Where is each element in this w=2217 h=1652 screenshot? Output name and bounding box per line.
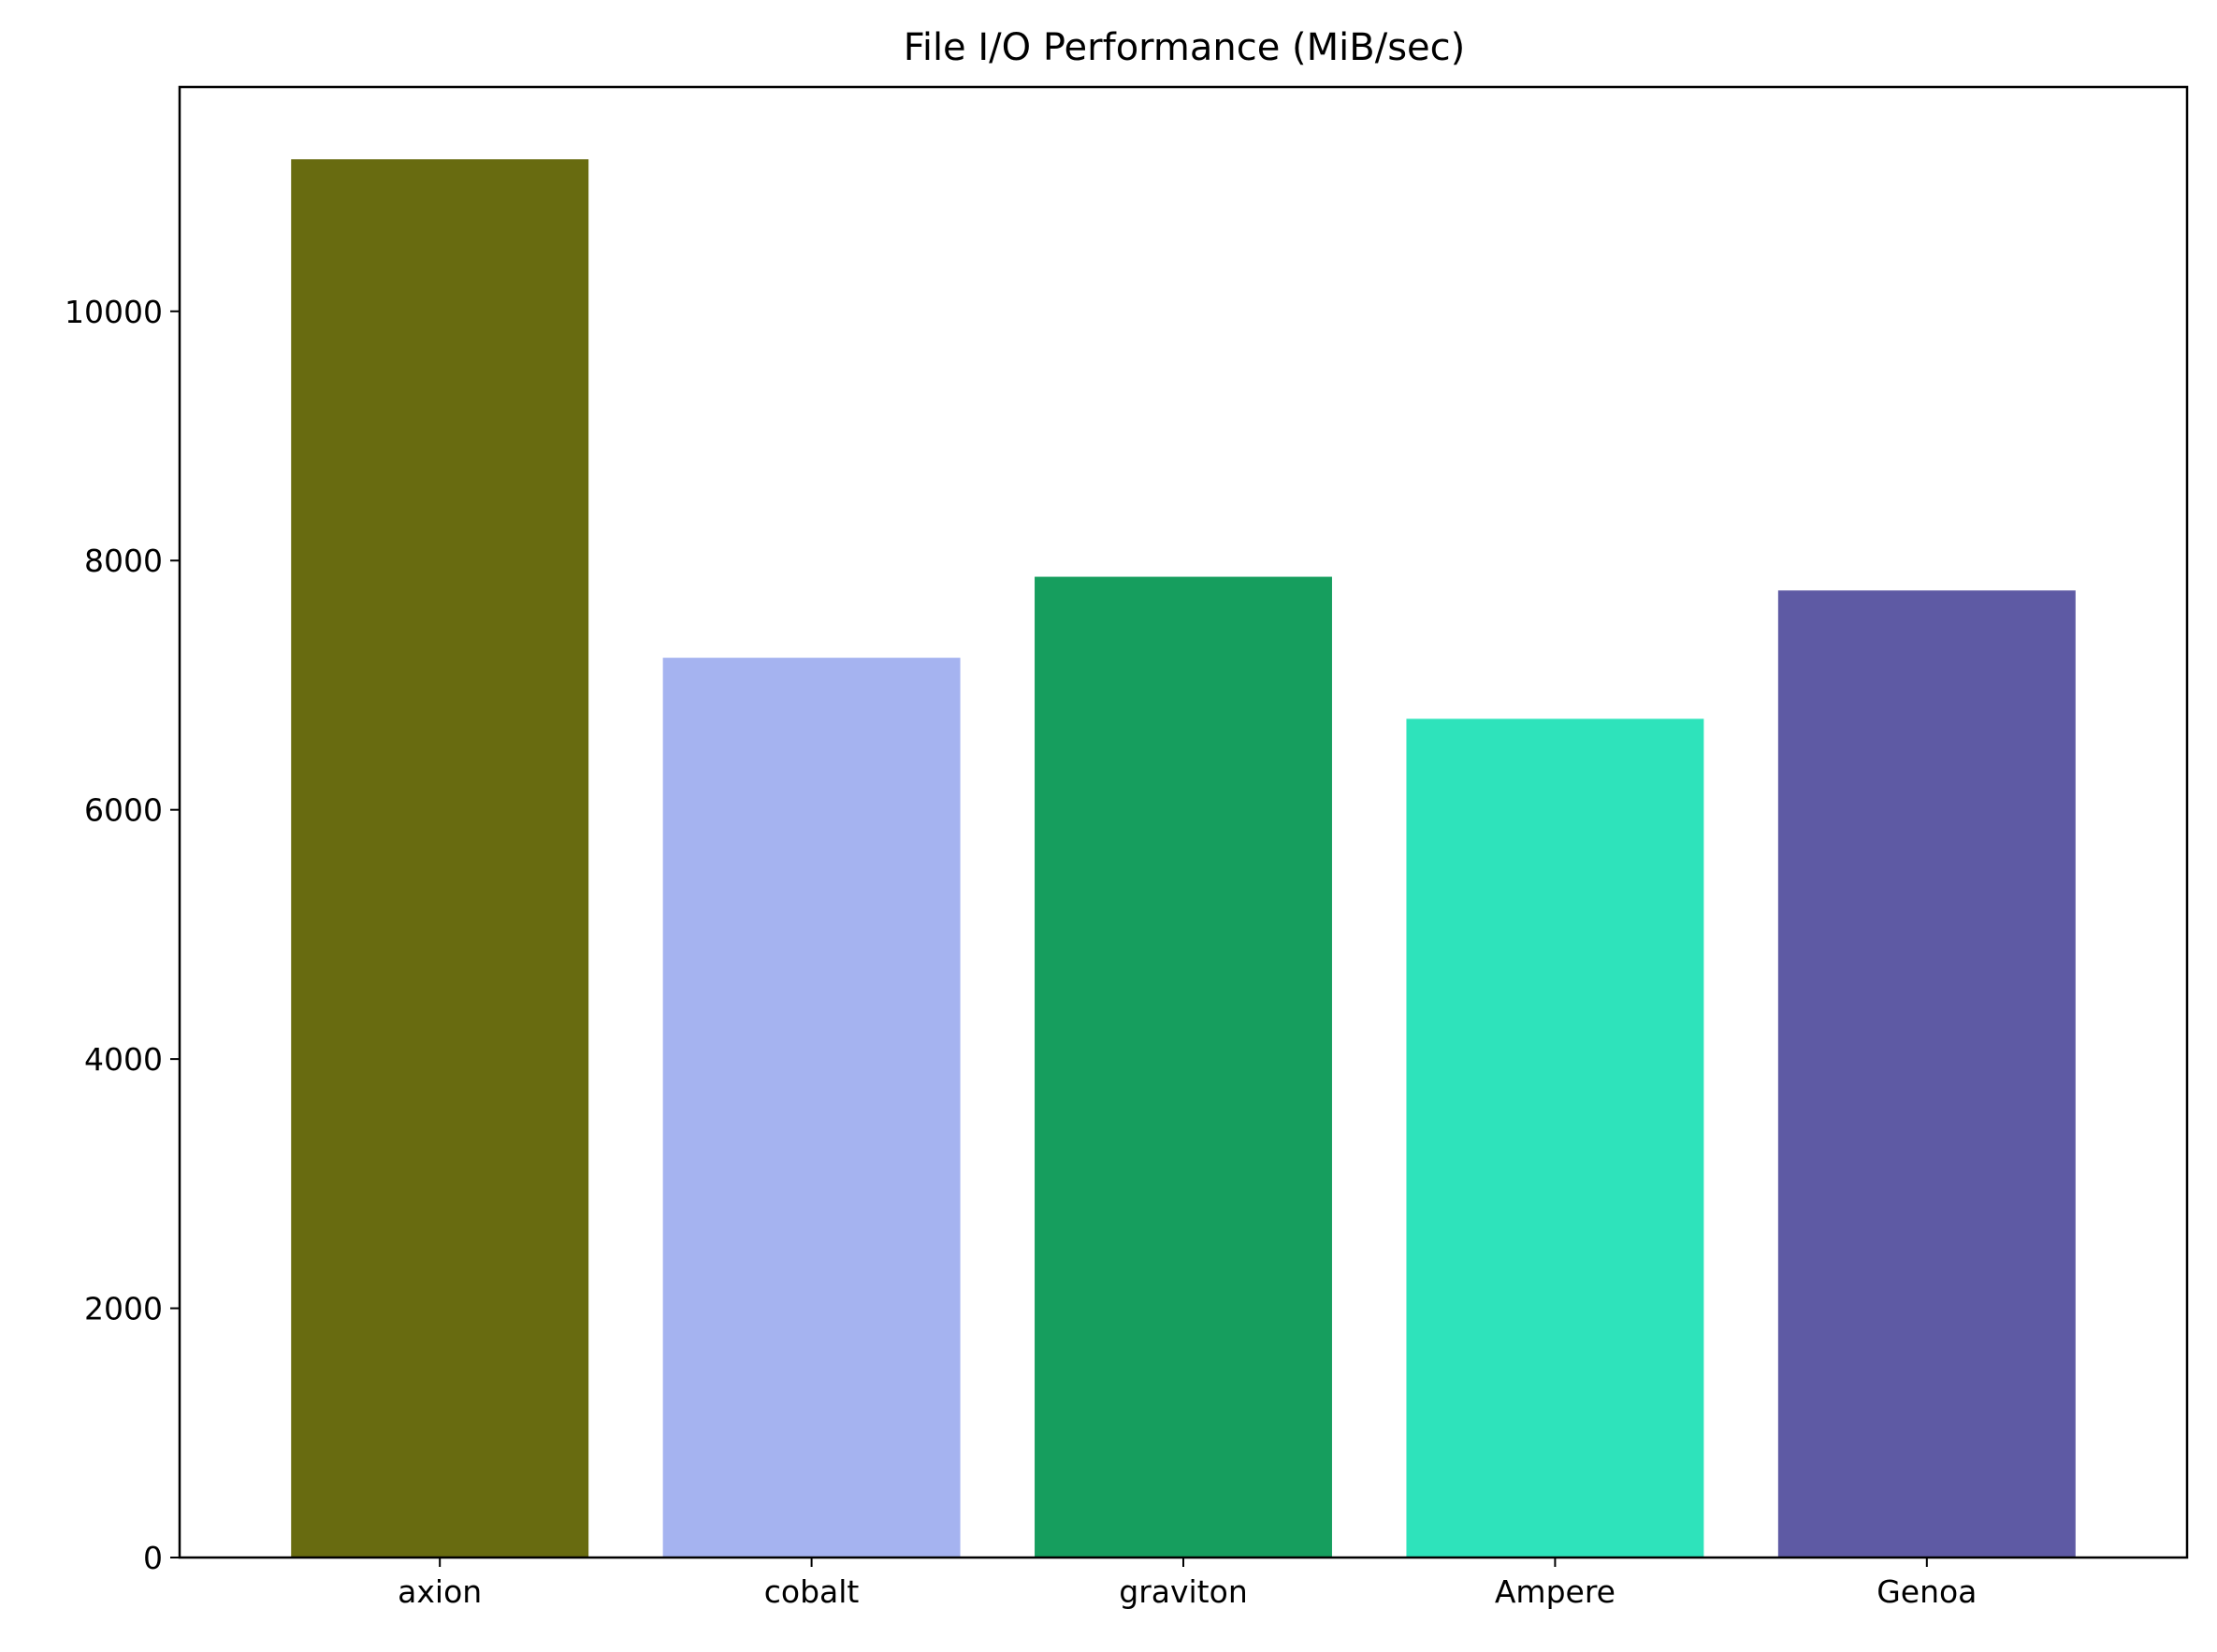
- y-tick-label: 6000: [84, 792, 163, 829]
- y-tick-label: 8000: [84, 543, 163, 579]
- chart-title: File I/O Performance (MiB/sec): [904, 26, 1466, 69]
- x-tick-label: axion: [398, 1573, 482, 1610]
- y-tick-label: 2000: [84, 1291, 163, 1327]
- bar-cobalt: [662, 658, 961, 1558]
- bar-genoa: [1777, 590, 2076, 1558]
- y-tick-label: 4000: [84, 1041, 163, 1078]
- x-tick-label: Ampere: [1495, 1573, 1616, 1610]
- x-tick-label: graviton: [1119, 1573, 1247, 1610]
- x-axis: axion cobalt graviton Ampere Genoa: [398, 1558, 1977, 1610]
- bars-group: [291, 159, 2076, 1558]
- bar-ampere: [1406, 718, 1704, 1558]
- y-tick-label: 10000: [65, 294, 163, 330]
- bar-axion: [291, 159, 589, 1558]
- plot-area-frame: [178, 85, 2189, 1559]
- bar-graviton: [1035, 576, 1332, 1558]
- x-tick-label: Genoa: [1876, 1573, 1977, 1610]
- x-tick-label: cobalt: [764, 1573, 860, 1610]
- y-tick-label: 0: [143, 1540, 163, 1576]
- y-axis: 0 2000 4000 6000 8000 10000: [65, 294, 180, 1576]
